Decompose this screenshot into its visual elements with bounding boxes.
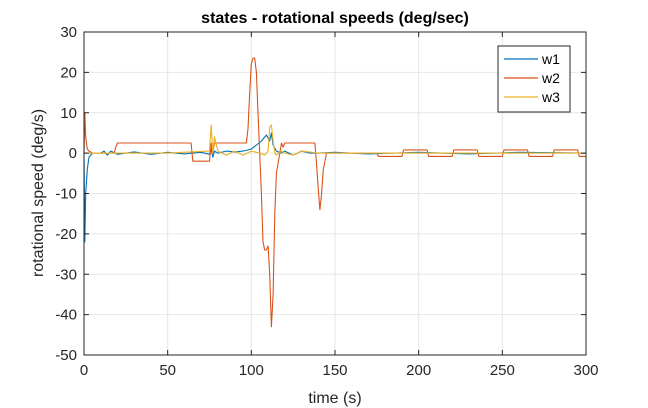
series-line-w3 — [84, 124, 586, 156]
x-tick-label: 100 — [239, 362, 264, 379]
legend-label-w2: w2 — [541, 70, 560, 86]
legend: w1 w2 w3 — [497, 45, 571, 113]
x-tick-label: 50 — [159, 362, 176, 379]
x-tick-label: 200 — [406, 362, 431, 379]
y-tick-label: 10 — [60, 105, 77, 122]
chart-title: states - rotational speeds (deg/sec) — [201, 10, 469, 27]
x-tick-label: 300 — [573, 362, 598, 379]
y-tick-label: -50 — [55, 347, 77, 364]
x-tick-label: 0 — [80, 362, 88, 379]
y-tick-label: 30 — [60, 24, 77, 41]
y-tick-label: -10 — [55, 186, 77, 203]
legend-box — [497, 45, 571, 113]
y-tick-label: 20 — [60, 64, 77, 81]
legend-label-w1: w1 — [541, 51, 560, 67]
series-group — [83, 57, 587, 328]
y-tick-label: -20 — [55, 226, 77, 243]
y-tick-label: -30 — [55, 266, 77, 283]
legend-label-w3: w3 — [541, 89, 560, 105]
x-tick-label: 150 — [322, 362, 347, 379]
x-tick-label: 250 — [490, 362, 515, 379]
y-tick-label: 0 — [69, 145, 77, 162]
ticks: 0 50 100 150 200 250 300 -50 -40 -30 -20 -10 0 10 20 30 — [55, 24, 598, 379]
y-axis-label: rotational speed (deg/s) — [30, 109, 47, 277]
y-tick-label: -40 — [55, 307, 77, 324]
x-axis-label: time (s) — [308, 390, 361, 407]
series-line-w2 — [83, 57, 586, 328]
